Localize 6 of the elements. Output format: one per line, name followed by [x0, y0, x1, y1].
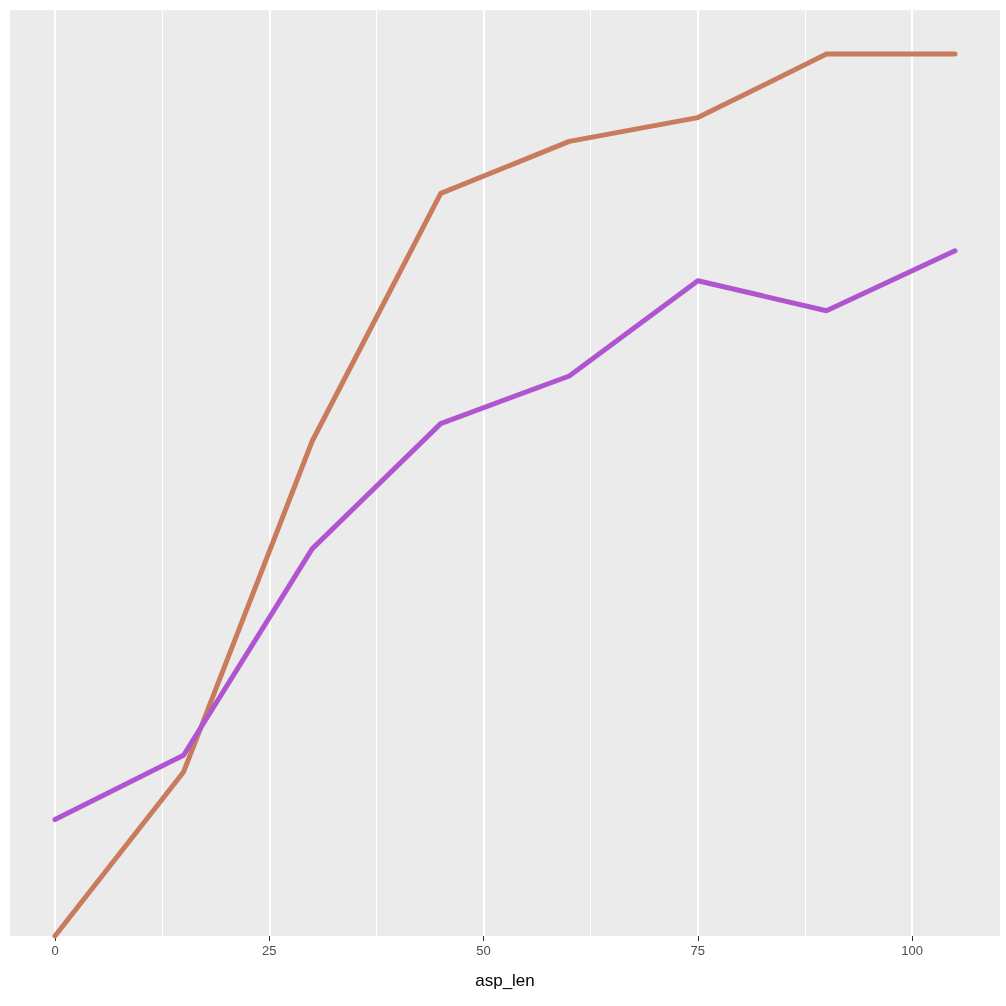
x-axis-title: asp_len — [475, 971, 535, 990]
x-tick-label: 0 — [51, 943, 59, 958]
x-tick-label: 75 — [690, 943, 706, 958]
x-tick-label: 100 — [901, 943, 923, 958]
x-tick-label: 25 — [262, 943, 277, 958]
x-tick-label: 50 — [476, 943, 491, 958]
